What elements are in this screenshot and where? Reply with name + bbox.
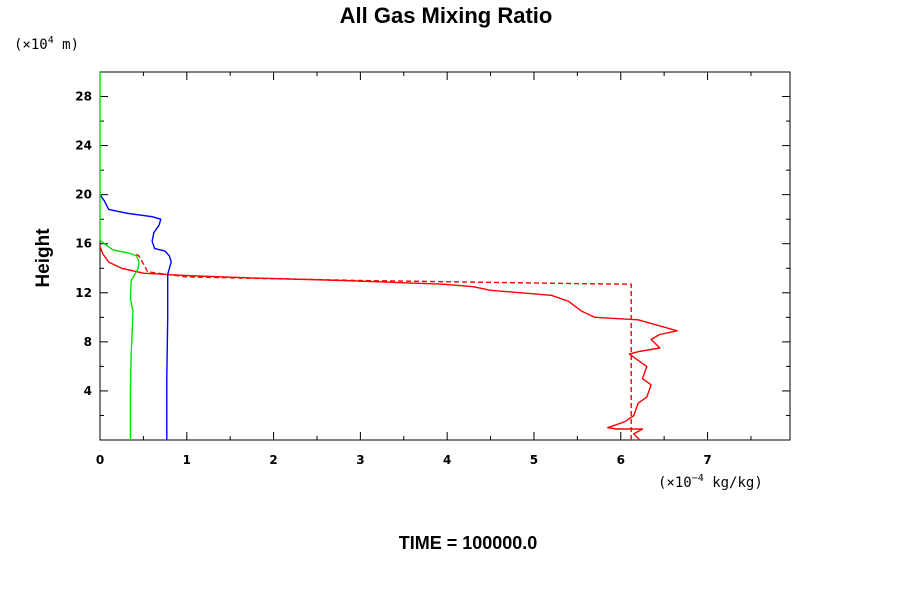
series-line-2 [134,252,632,440]
x-tick-label: 7 [703,453,711,467]
series-line-3 [99,194,172,440]
series-line-1 [99,245,678,441]
y-tick-label: 16 [75,237,92,251]
x-tick-label: 1 [183,453,191,467]
x-tick-label: 2 [269,453,277,467]
series-line-4 [99,72,140,440]
chart-title: All Gas Mixing Ratio [340,3,553,28]
x-unit-suffix: kg/kg) [704,475,763,491]
y-tick-label: 12 [75,286,92,300]
y-axis-label: Height [33,228,54,288]
x-tick-label: 6 [617,453,625,467]
time-label: TIME = 100000.0 [399,533,538,553]
x-tick-label: 4 [443,453,451,467]
x-tick-label: 5 [530,453,538,467]
y-tick-label: 8 [84,335,92,349]
y-unit-label: (×104 m) [14,35,79,53]
x-tick-label: 3 [356,453,364,467]
x-unit-label: (×10−4 kg/kg) [658,473,763,491]
y-unit-prefix: (×10 [14,37,48,53]
plot-frame [99,71,791,441]
y-tick-label: 20 [75,188,92,202]
y-tick-label: 24 [75,139,92,153]
y-unit-suffix: m) [54,37,79,53]
x-tick-label: 0 [96,453,104,467]
y-tick-label: 4 [84,384,92,398]
y-tick-label: 28 [75,90,92,104]
x-unit-prefix: (×10 [658,475,692,491]
y-unit-exponent: 4 [48,35,54,46]
x-unit-exponent: −4 [692,473,704,484]
plot-series [99,72,678,441]
